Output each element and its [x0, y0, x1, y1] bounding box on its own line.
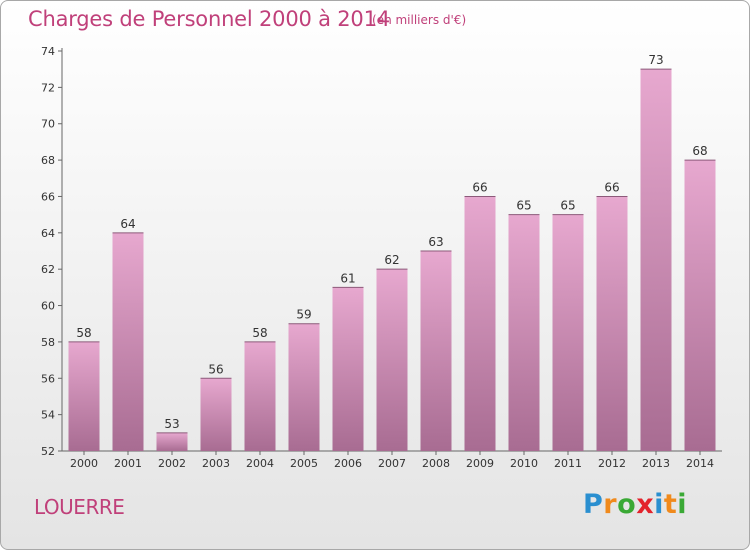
y-tick-label: 62 — [41, 263, 55, 276]
y-tick-label: 58 — [41, 336, 55, 349]
y-tick-label: 56 — [41, 372, 55, 385]
y-tick-label: 74 — [41, 45, 55, 58]
data-label: 63 — [428, 235, 443, 249]
data-label: 68 — [692, 144, 707, 158]
x-tick-label: 2004 — [246, 457, 274, 470]
data-labels: 58 64 53 56 58 59 61 62 63 66 65 65 66 73 68 — [76, 53, 707, 431]
logo-letter: i — [654, 489, 664, 520]
data-label: 58 — [76, 326, 91, 340]
data-label: 64 — [120, 217, 135, 231]
logo-letter: P — [583, 489, 604, 520]
data-label: 53 — [164, 417, 179, 431]
bar — [640, 69, 672, 451]
bar — [244, 341, 276, 451]
x-tick-label: 2001 — [114, 457, 142, 470]
y-tick-label: 72 — [41, 81, 55, 94]
proxiti-logo: Proxiti — [583, 489, 687, 520]
x-tick-label: 2006 — [334, 457, 362, 470]
x-tick-label: 2002 — [158, 457, 186, 470]
y-tick-label: 64 — [41, 227, 55, 240]
y-tick-label: 70 — [41, 118, 55, 131]
axes: 52 54 56 58 60 62 64 66 68 70 72 74 2000 2001 2002 2003… — [41, 45, 722, 470]
bar — [376, 269, 408, 451]
x-tick-label: 2012 — [598, 457, 626, 470]
bar — [332, 287, 364, 451]
logo-letter: i — [677, 489, 688, 520]
y-tick-label: 68 — [41, 154, 55, 167]
y-tick-label: 60 — [41, 300, 55, 313]
data-label: 66 — [604, 180, 619, 194]
bar — [68, 341, 100, 451]
x-tick-label: 2009 — [466, 457, 494, 470]
chart-title: Charges de Personnel 2000 à 2014 — [28, 7, 390, 31]
bar — [552, 214, 584, 451]
data-label: 65 — [516, 199, 531, 213]
x-tick-label: 2008 — [422, 457, 450, 470]
x-tick-label: 2003 — [202, 457, 230, 470]
bar — [684, 160, 716, 451]
data-label: 58 — [252, 326, 267, 340]
bar — [200, 378, 232, 451]
bar — [288, 323, 320, 451]
bar — [596, 196, 628, 451]
y-tick-label: 52 — [41, 445, 55, 458]
bar — [156, 432, 188, 451]
x-tick-label: 2005 — [290, 457, 318, 470]
x-tick-label: 2010 — [510, 457, 538, 470]
bar — [508, 214, 540, 451]
x-tick-label: 2013 — [642, 457, 670, 470]
bar — [112, 232, 144, 451]
data-label: 73 — [648, 53, 663, 67]
logo-letter: t — [663, 489, 678, 520]
logo-letter: r — [603, 489, 618, 520]
logo-letter: x — [636, 489, 655, 520]
x-tick-label: 2011 — [554, 457, 582, 470]
x-tick-label: 2000 — [70, 457, 98, 470]
data-label: 59 — [296, 308, 311, 322]
bars — [68, 68, 716, 451]
data-label: 65 — [560, 199, 575, 213]
y-tick-label: 54 — [41, 409, 55, 422]
data-label: 56 — [208, 362, 223, 376]
x-tick-label: 2014 — [686, 457, 714, 470]
x-tick-label: 2007 — [378, 457, 406, 470]
data-label: 66 — [472, 180, 487, 194]
commune-name: LOUERRE — [34, 495, 125, 519]
logo-letter: o — [617, 489, 637, 520]
bar — [420, 251, 452, 451]
data-label: 62 — [384, 253, 399, 267]
y-tick-label: 66 — [41, 190, 55, 203]
chart-units: (en milliers d'€) — [372, 13, 467, 27]
bar — [464, 196, 496, 451]
data-label: 61 — [340, 271, 355, 285]
